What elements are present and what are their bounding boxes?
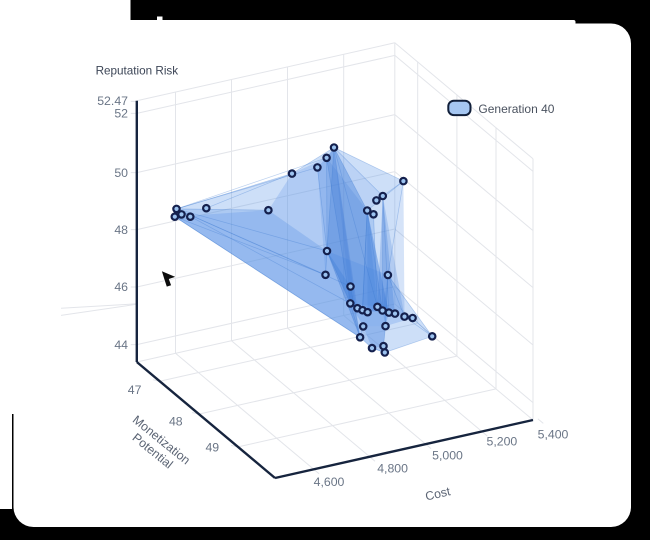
svg-text:46: 46	[114, 280, 128, 294]
svg-text:52.47: 52.47	[97, 94, 128, 108]
svg-text:48: 48	[169, 414, 183, 428]
svg-text:Cost: Cost	[424, 484, 452, 503]
svg-text:48: 48	[114, 223, 128, 237]
svg-text:47: 47	[128, 383, 142, 397]
svg-text:5,400: 5,400	[538, 427, 569, 441]
svg-text:44: 44	[114, 338, 128, 352]
svg-text:4,600: 4,600	[314, 475, 345, 489]
svg-text:49: 49	[205, 441, 219, 455]
svg-text:Reputation Risk: Reputation Risk	[96, 65, 179, 78]
svg-text:52: 52	[114, 107, 128, 121]
svg-text:Generation 40: Generation 40	[478, 102, 554, 116]
svg-text:4,800: 4,800	[377, 462, 408, 476]
svg-text:50: 50	[114, 166, 128, 180]
svg-text:5,000: 5,000	[432, 448, 463, 462]
svg-text:5,200: 5,200	[487, 434, 518, 448]
